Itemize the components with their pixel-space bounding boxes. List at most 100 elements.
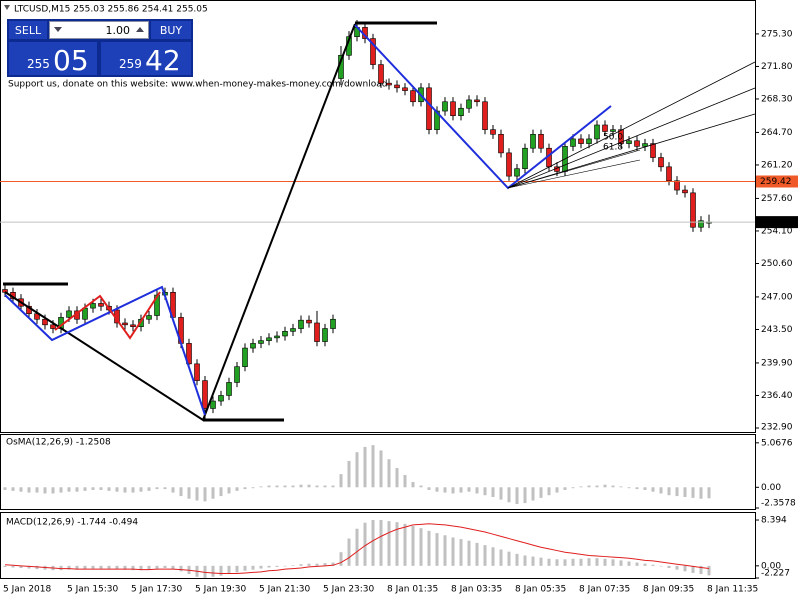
y-tick-label: 268.30 [761, 94, 793, 104]
macd-bar [251, 565, 255, 570]
osma-bar [483, 487, 487, 496]
x-tick-label: 8 Jan 01:35 [387, 585, 438, 595]
buy-button[interactable]: BUY [150, 20, 192, 40]
y-tick-label: 275.30 [761, 29, 793, 39]
macd-bar [467, 540, 471, 566]
macd-bar [667, 565, 671, 569]
buy-price[interactable]: 259 42 [100, 41, 192, 77]
macd-bar [499, 549, 503, 566]
price-label: 259.42 [760, 177, 792, 187]
osma-bar [211, 487, 215, 499]
fan-label: 50.0 [603, 133, 623, 143]
fan-line [507, 61, 756, 189]
candle-body [386, 82, 392, 86]
macd-bar [59, 565, 63, 571]
osma-bar [395, 467, 399, 488]
fan-line [507, 149, 641, 189]
candle-body [610, 129, 616, 132]
macd-bar [683, 565, 687, 572]
macd-panel-frame [0, 512, 756, 579]
osma-bar [187, 487, 191, 499]
candle-body [602, 124, 608, 132]
osma-bar [83, 487, 87, 491]
y-tick-label: 243.50 [761, 325, 793, 335]
osma-bar [323, 485, 327, 488]
macd-bar [547, 558, 551, 566]
macd-bar [331, 562, 335, 566]
volume-up[interactable] [136, 27, 144, 32]
osma-bar [203, 487, 207, 502]
osma-bar [563, 487, 567, 490]
osma-bar [331, 485, 335, 488]
candle-body [298, 319, 304, 329]
macd-bar [315, 563, 319, 566]
osma-bar [251, 487, 255, 489]
macd-bar [699, 565, 703, 575]
fan-line [507, 87, 756, 189]
x-tick-label: 8 Jan 09:35 [643, 585, 694, 595]
osma-bar [299, 484, 303, 488]
candle-body [674, 180, 680, 191]
osma-bar [315, 485, 319, 488]
macd-bar [659, 565, 663, 567]
macd-bar [603, 558, 607, 566]
osma-bar [347, 460, 351, 488]
candle-body [210, 400, 216, 409]
osma-bar [539, 487, 543, 498]
volume-down[interactable] [54, 27, 62, 32]
y-tick-label: 239.90 [761, 358, 793, 368]
sell-price[interactable]: 255 05 [8, 41, 98, 77]
macd-bar [347, 538, 351, 566]
macd-bar [675, 565, 679, 570]
macd-bar [323, 563, 327, 566]
osma-bar [283, 485, 287, 488]
osma-bar [51, 487, 55, 494]
macd-bar [523, 555, 527, 566]
candle-body [594, 124, 600, 140]
volume-input[interactable]: 1.00 [49, 21, 149, 39]
y-tick-label: 0.00 [761, 561, 781, 571]
y-tick-label: 254.10 [761, 226, 793, 236]
osma-bar [619, 486, 623, 488]
sell-price-big: 05 [53, 44, 89, 77]
osma-bar [91, 487, 95, 490]
macd-bar [395, 522, 399, 566]
osma-bar [499, 487, 503, 500]
candle-body [282, 331, 288, 337]
candle-body [698, 220, 704, 228]
candle-body [50, 324, 56, 329]
sell-price-small: 255 [27, 57, 50, 71]
x-tick-label: 5 Jan 21:30 [259, 585, 311, 595]
macd-bar [291, 565, 295, 566]
osma-bar [403, 475, 407, 488]
osma-bar [35, 487, 39, 493]
candle-body [138, 318, 144, 327]
macd-bar [123, 565, 127, 570]
candle-body [98, 303, 104, 307]
zigzag-major [4, 23, 356, 422]
y-tick-label: 264.70 [761, 128, 793, 138]
osma-bar [611, 485, 615, 488]
osma-bar [387, 459, 391, 488]
candle-body [618, 129, 624, 144]
candle-body [378, 64, 384, 84]
macd-bar [115, 565, 119, 570]
osma-bar [659, 487, 663, 494]
y-tick-label: 5.0676 [761, 438, 793, 448]
candle-body [130, 324, 136, 327]
candle-body [570, 138, 576, 147]
candle-body [450, 101, 456, 116]
macd-bar [539, 557, 543, 566]
macd-bar [491, 547, 495, 566]
macd-bar [427, 530, 431, 566]
macd-bar [91, 565, 95, 569]
y-tick-label: 8.394 [761, 516, 787, 526]
candle-body [194, 363, 200, 381]
x-tick-label: 8 Jan 11:35 [707, 585, 758, 595]
candle-body [218, 395, 224, 402]
sell-button[interactable]: SELL [8, 20, 48, 40]
osma-bar [635, 487, 639, 490]
macd-bar [643, 563, 647, 566]
fan-label: 61.8 [603, 143, 623, 153]
macd-bar [691, 565, 695, 573]
